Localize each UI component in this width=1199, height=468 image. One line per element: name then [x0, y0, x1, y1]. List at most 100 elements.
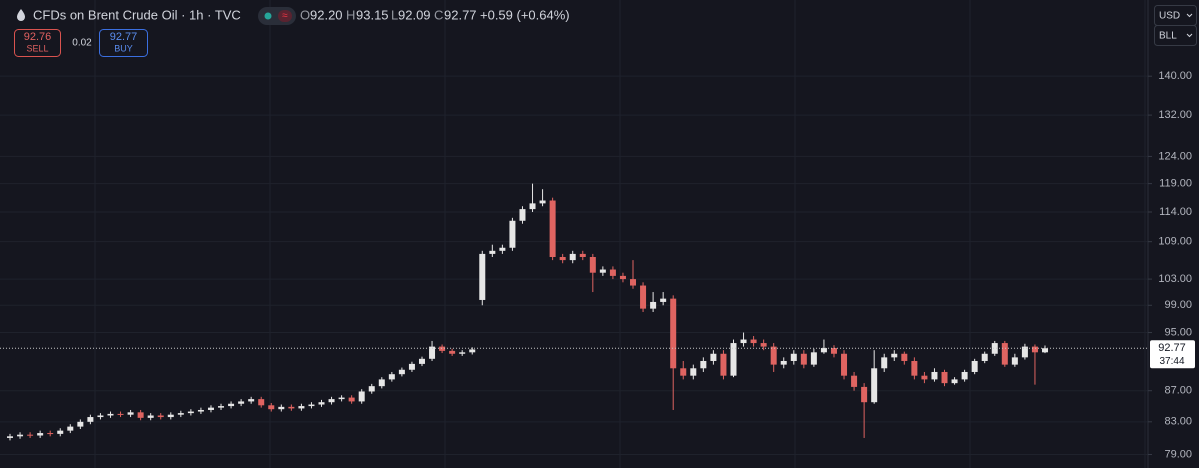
y-tick-label: 109.00 [1158, 236, 1192, 248]
candle-body [539, 200, 546, 204]
candle-body [107, 413, 114, 416]
candle-body [619, 275, 626, 280]
candle-body [549, 200, 556, 257]
candle-body [358, 391, 365, 402]
ohlc-key: C [434, 7, 443, 22]
candle-body [157, 415, 164, 418]
candle-body [770, 346, 777, 365]
candle-body [137, 412, 144, 418]
candle-body [901, 353, 908, 361]
symbol-title[interactable]: CFDs on Brent Crude Oil · 1h · TVC [33, 7, 241, 22]
change: +0.59 (+0.64%) [480, 7, 570, 22]
ohlc-key: L [391, 7, 398, 22]
ohlc-value: 92.20 [310, 7, 343, 22]
candle-body [328, 399, 335, 403]
candle-body [609, 269, 616, 276]
candle-body [569, 253, 576, 261]
candle-body [509, 220, 516, 248]
candle-body [489, 250, 496, 254]
candle-body [288, 406, 295, 409]
unit-select[interactable] [1154, 25, 1197, 46]
candle-body [830, 348, 837, 354]
candle-body [640, 285, 647, 309]
y-tick-label: 124.00 [1158, 150, 1192, 162]
candle-body [730, 343, 737, 376]
candle-body [680, 368, 687, 376]
candle-body [851, 375, 858, 387]
candle-body [750, 339, 757, 344]
candle-body [308, 404, 315, 407]
candle-body [921, 375, 928, 380]
candle-body [820, 348, 827, 353]
candle-body [167, 414, 174, 418]
price-axis: 79.00 83.00 87.00 95.00 99.00 103.00 109.00 114… [1148, 70, 1192, 460]
candle-body [961, 371, 968, 380]
candle-body [599, 269, 606, 273]
ohlc-value: 93.15 [356, 7, 389, 22]
candle-body [720, 353, 727, 376]
y-tick-label: 79.00 [1164, 448, 1192, 460]
candle-body [559, 256, 566, 261]
price-tag: 92.77 37:44 [0, 340, 1195, 369]
market-status-dot [264, 12, 272, 20]
buy-button[interactable] [99, 29, 148, 57]
delay-symbol: ≈ [282, 11, 288, 22]
ohlc-key: H [346, 7, 355, 22]
candle-body [800, 353, 807, 365]
candle-body [429, 346, 436, 359]
candle-body [368, 386, 375, 392]
candle-body [1031, 346, 1038, 353]
unit: BLL [1159, 31, 1177, 42]
candle-body [37, 433, 44, 436]
candles [7, 183, 1048, 441]
y-tick-label: 99.00 [1164, 299, 1192, 311]
candle-body [991, 343, 998, 354]
y-tick-label: 140.00 [1158, 70, 1192, 82]
candle-body [77, 421, 84, 427]
drop-icon [17, 9, 25, 21]
candle-body [881, 357, 888, 369]
candle-body [238, 401, 245, 404]
candle-body [650, 301, 657, 309]
candle-body [398, 369, 405, 375]
y-tick-label: 119.00 [1159, 178, 1192, 190]
delay-icon [278, 10, 292, 22]
candle-body [690, 368, 697, 376]
candle-body [117, 413, 124, 415]
candle-body [388, 374, 395, 380]
candle-body [780, 360, 787, 365]
candle-body [951, 379, 958, 384]
last-price-label: 92.77 [1158, 342, 1186, 354]
ohlc-key: O [300, 7, 310, 22]
candle-body [318, 402, 325, 405]
candle-body [378, 379, 385, 387]
candle-body [459, 352, 466, 354]
candle-body [499, 247, 506, 251]
candle-body [670, 298, 677, 369]
candle-body [268, 405, 275, 410]
candle-body [248, 399, 255, 402]
sell-button[interactable] [14, 29, 61, 57]
candle-body [338, 397, 345, 400]
candle-body [931, 371, 938, 380]
candle-body [760, 343, 767, 347]
candle-body [278, 406, 285, 410]
countdown: 37:44 [1159, 356, 1184, 367]
candle-body [258, 399, 265, 406]
chevron [1186, 33, 1193, 38]
y-tick-label: 87.00 [1164, 385, 1192, 397]
candle-body [861, 386, 868, 403]
sell-price: 92.76 [24, 31, 52, 43]
candle-body [57, 430, 64, 434]
candle-body [710, 353, 717, 361]
candle-body [127, 412, 134, 415]
candle-body [187, 411, 194, 414]
candle-body [298, 406, 305, 409]
buy-label: BUY [114, 43, 133, 53]
y-tick-label: 95.00 [1164, 326, 1192, 338]
ohlc-value: 92.09 [398, 7, 431, 22]
candle-body [449, 350, 456, 354]
candle-body [630, 279, 637, 286]
candle-body [589, 256, 596, 273]
candle-body [177, 413, 184, 415]
